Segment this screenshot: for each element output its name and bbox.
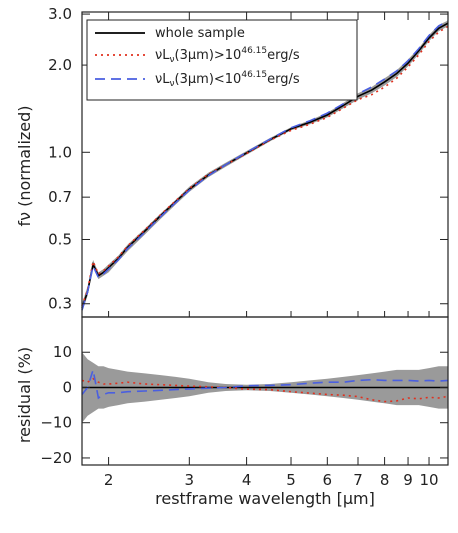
bottom-panel: −20 −10 0 10 2 3 4 5 6 7 8 9 10 — [40, 12, 449, 489]
xtick-label: 2 — [104, 471, 114, 489]
legend-label-high-sub: ν — [170, 55, 175, 65]
legend-label-high: νLν(3μm)>1046.15erg/s — [155, 46, 300, 65]
xtick-label: 9 — [403, 471, 413, 489]
legend-label-low: νLν(3μm)<1046.15erg/s — [155, 70, 300, 89]
bottom-y-axis-title: residual (%) — [15, 347, 34, 443]
legend-label-high-prefix: νL — [155, 48, 170, 63]
bottom-lines — [81, 369, 449, 403]
legend-label-low-sup: 46.15 — [241, 70, 267, 80]
bottom-ytick-label: 0 — [62, 378, 72, 396]
top-lines — [81, 20, 449, 311]
legend-label-whole: whole sample — [155, 26, 245, 41]
top-y-axis-title-fnu: fν (normalized) — [15, 105, 34, 226]
xtick-label: 3 — [185, 471, 195, 489]
x-axis-title: restframe wavelength [μm] — [155, 489, 375, 508]
legend: whole sample νLν(3μm)>1046.15erg/s νLν(3… — [86, 19, 358, 101]
top-line-low — [81, 20, 449, 311]
xtick-label: 6 — [323, 471, 333, 489]
legend-label-low-sub: ν — [170, 79, 175, 89]
x-axis-title-text: restframe wavelength [μm] — [155, 489, 375, 508]
top-ytick-label: 2.0 — [48, 56, 72, 74]
bottom-ytick-label: 10 — [53, 343, 72, 361]
xtick-label: 8 — [380, 471, 390, 489]
legend-label-low-mid: (3μm)<10 — [175, 72, 242, 87]
top-ytick-label: 0.7 — [48, 188, 72, 206]
top-ytick-label: 0.5 — [48, 230, 72, 248]
top-ytick-label: 3.0 — [48, 5, 72, 23]
xtick-label: 4 — [242, 471, 252, 489]
bottom-y-axis-title-text: residual (%) — [15, 347, 34, 443]
bottom-ytick-label: −20 — [40, 449, 72, 467]
legend-label-high-sup: 46.15 — [241, 46, 267, 56]
top-yticks: 0.3 0.5 0.7 1.0 2.0 3.0 — [48, 5, 448, 313]
top-ytick-label: 1.0 — [48, 143, 72, 161]
legend-label-low-prefix: νL — [155, 72, 170, 87]
xtick-label: 5 — [286, 471, 296, 489]
bottom-ytick-label: −10 — [40, 414, 72, 432]
legend-label-low-suffix: erg/s — [267, 72, 300, 87]
xtick-label: 7 — [353, 471, 363, 489]
legend-label-high-suffix: erg/s — [267, 48, 300, 63]
top-y-axis-title: fν (normalized) — [15, 105, 34, 226]
x-ticks: 2 3 4 5 6 7 8 9 10 — [104, 12, 439, 489]
top-ytick-label: 0.3 — [48, 295, 72, 313]
legend-label-high-mid: (3μm)>10 — [175, 48, 242, 63]
xtick-label: 10 — [419, 471, 438, 489]
bottom-plot-frame — [81, 316, 449, 466]
bottom-line-low — [81, 369, 449, 400]
bottom-yticks: −20 −10 0 10 — [40, 343, 448, 467]
